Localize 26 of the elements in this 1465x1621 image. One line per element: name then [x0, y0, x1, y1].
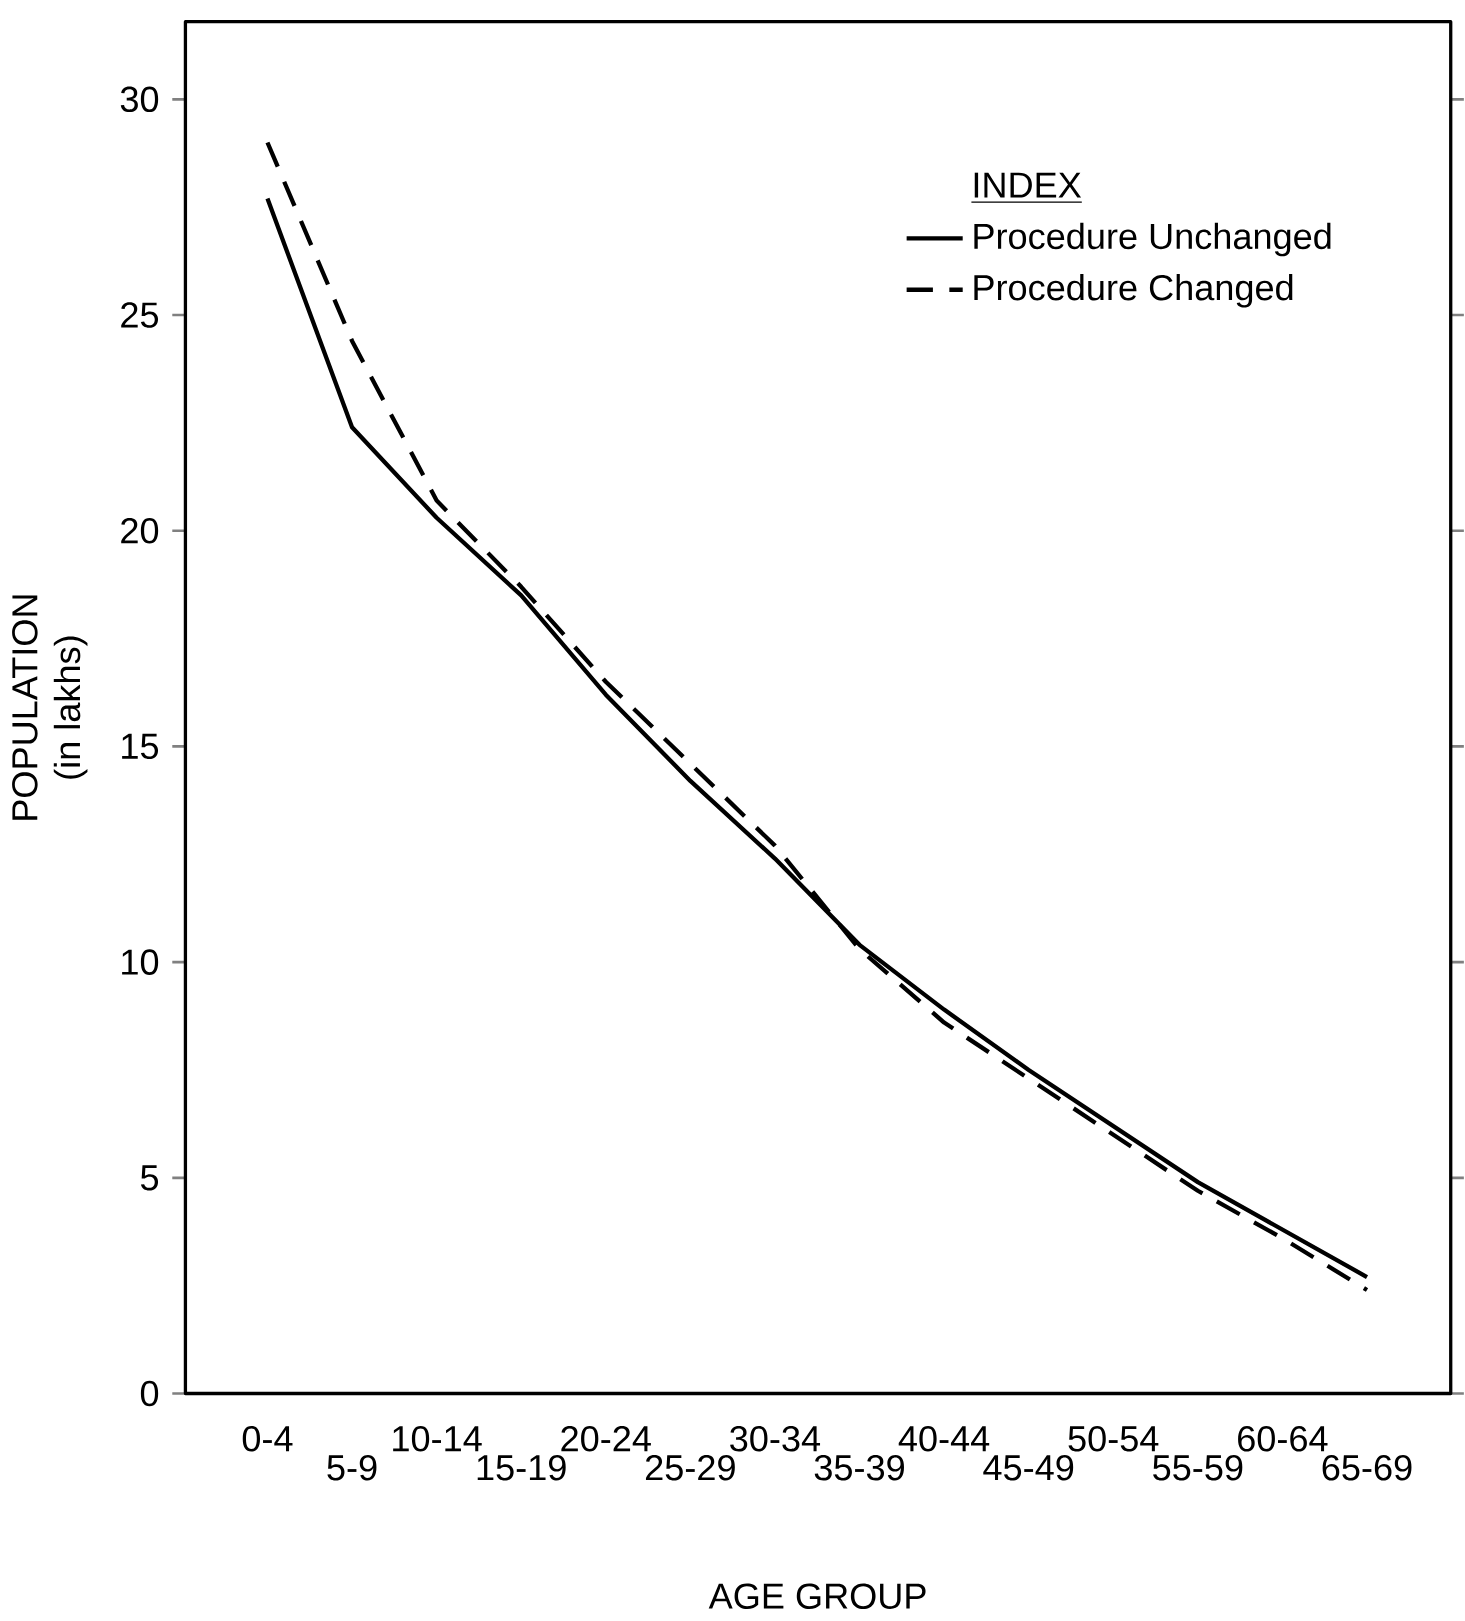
y-tick-label: 30: [120, 86, 159, 113]
x-tick-label: 25-29: [645, 1454, 735, 1481]
x-tick-label: 60-64: [1237, 1425, 1328, 1452]
y-tick-label: 10: [122, 949, 159, 975]
x-tick-label: 5-9: [327, 1454, 377, 1481]
y-tick-label: 20: [121, 517, 159, 544]
x-tick-label: 35-39: [814, 1454, 904, 1481]
x-tick-label: 40-44: [898, 1425, 990, 1452]
x-tick-label: 10-14: [393, 1425, 482, 1452]
x-tick-label: 55-59: [1153, 1454, 1243, 1481]
legend-title: INDEX: [974, 172, 1081, 198]
x-tick-label: 50-54: [1068, 1425, 1159, 1452]
x-tick-label: 45-49: [983, 1454, 1074, 1481]
x-axis-title: AGE GROUP: [708, 1583, 926, 1609]
y-tick-label: 5: [140, 1165, 158, 1191]
legend-label: Procedure Unchanged: [974, 222, 1331, 257]
legend-label: Procedure Changed: [974, 273, 1293, 308]
y-axis-title: POPULATION (in lakhs): [12, 595, 88, 820]
y-tick-label: 25: [121, 302, 158, 328]
y-tick-label: 15: [122, 733, 158, 760]
y-tick-label: 0: [140, 1380, 159, 1407]
x-tick-label: 65-69: [1322, 1454, 1412, 1481]
x-tick-label: 30-34: [730, 1425, 820, 1452]
x-tick-label: 15-19: [477, 1454, 566, 1481]
x-tick-label: 20-24: [561, 1425, 651, 1452]
x-tick-label: 0-4: [242, 1425, 293, 1452]
